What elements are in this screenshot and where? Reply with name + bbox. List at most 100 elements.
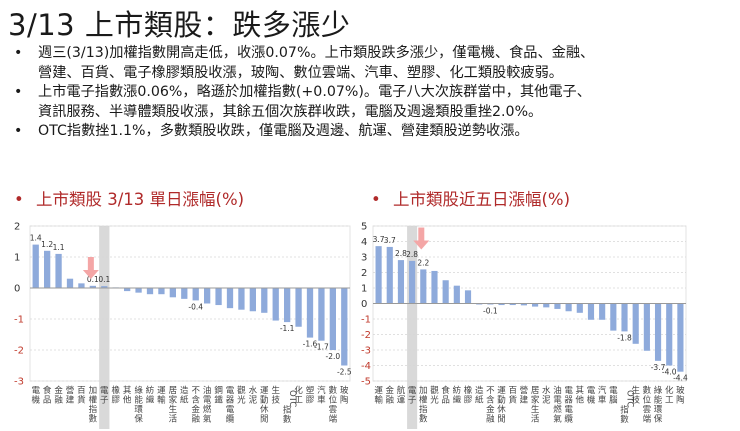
bar [238,288,245,310]
x-tick-label: 玻陶 [676,385,685,406]
svg-text:百: 百 [77,386,86,396]
bar [543,303,550,308]
svg-text:動: 動 [260,395,269,406]
bar [272,288,279,321]
svg-text:油: 油 [553,385,562,396]
bullet-dot: • [371,190,381,209]
x-tick-label: 數位雲端 [329,385,338,425]
chart-1-title: • 上市類股 3/13 單日漲幅(%) [14,186,244,210]
svg-text:造: 造 [180,385,189,396]
x-tick-label: 電子 [100,386,109,406]
svg-text:鐵: 鐵 [214,395,223,406]
svg-text:雲: 雲 [329,405,338,415]
x-tick-label: 造紙 [180,385,189,406]
x-tick-label: 電機 [31,386,40,406]
x-tick-label: 電腦 [609,386,618,406]
data-label: 1.4 [30,234,42,243]
svg-text:車: 車 [317,395,326,406]
bar [215,288,222,306]
bar [397,260,405,304]
bar [532,303,539,307]
bar [318,288,325,341]
y-tick-label: -1 [361,315,371,326]
bar [654,303,662,361]
bar [386,246,393,304]
data-label: 3.7 [373,235,385,244]
bullet-line: OTC指數挫1.1%，多數類股收跌，僅電腦及週邊、航運、營建類股逆勢收漲。 [38,123,529,140]
bar [55,253,62,288]
y-tick-label: -4 [361,361,371,372]
x-tick-label: 造紙 [475,385,484,406]
svg-text:運: 運 [497,386,506,396]
svg-text:保: 保 [134,414,143,425]
svg-text:數: 數 [329,385,338,396]
data-label: 1.2 [41,240,53,249]
svg-text:汽: 汽 [598,385,607,396]
svg-text:品: 品 [43,396,52,406]
svg-text:電: 電 [31,386,40,396]
x-tick-label: 化工 [294,385,303,406]
svg-text:綠: 綠 [654,385,663,396]
x-tick-label: 電機 [587,386,596,406]
x-tick-label: OTC指數 [283,390,297,425]
x-tick-label: 數位雲端 [643,385,652,425]
bar [341,288,348,366]
svg-text:生: 生 [631,385,640,396]
bullet-3: • OTC指數挫1.1%，多數類股收跌，僅電腦及週邊、航運、營建類股逆勢收漲。 [14,122,734,142]
y-tick-label: -3 [14,377,24,388]
bar [306,288,314,338]
x-tick-label: 營建 [520,385,529,406]
svg-text:金: 金 [54,385,63,396]
svg-text:食: 食 [43,385,52,396]
svg-text:金: 金 [486,404,495,415]
bar [453,285,460,304]
bullet-line: 營建、百貨、電子橡膠類股收漲，玻陶、數位雲端、汽車、塑膠、化工類股較疲弱。 [38,64,563,81]
bar [442,280,449,304]
svg-text:建: 建 [520,395,529,406]
svg-text:生: 生 [531,404,540,415]
x-tick-label: 紡織 [453,385,462,406]
bullet-line: 週三(3/13)加權指數開高走低，收漲0.07%。上市類股跌多漲少，僅電機、食品… [38,45,595,61]
bar [643,303,650,351]
svg-text:纜: 纜 [226,414,235,425]
y-tick-label: -2 [361,330,371,341]
svg-text:營: 營 [520,385,529,396]
svg-text:生: 生 [271,385,280,396]
svg-text:居: 居 [531,386,540,396]
svg-text:氣: 氣 [553,414,562,425]
bar [431,270,438,304]
data-label: -2.0 [326,352,341,361]
x-tick-label: 運輸 [157,386,166,406]
bar [554,303,561,309]
svg-text:觀: 觀 [237,385,246,396]
svg-text:車: 車 [598,395,607,406]
svg-text:運: 運 [397,396,406,406]
svg-text:技: 技 [271,395,280,406]
y-tick-label: -2 [14,346,24,357]
svg-text:膠: 膠 [111,396,120,406]
svg-text:子: 子 [100,396,109,406]
svg-text:電: 電 [609,386,618,396]
bar [375,246,382,304]
svg-text:織: 織 [453,395,462,406]
y-tick-label: 2 [361,268,367,279]
svg-text:泥: 泥 [542,396,551,406]
svg-text:器: 器 [564,396,573,406]
svg-text:能: 能 [134,395,143,406]
svg-text:航: 航 [397,385,406,396]
svg-text:機: 機 [31,395,40,406]
bar [576,303,583,313]
svg-text:橡: 橡 [111,385,120,396]
y-tick-label: -3 [361,346,371,357]
svg-text:融: 融 [486,414,495,425]
svg-text:金: 金 [386,385,395,396]
bar [498,303,505,306]
svg-text:環: 環 [654,405,663,415]
svg-text:陶: 陶 [676,395,685,406]
svg-text:動: 動 [497,395,506,406]
svg-text:閒: 閒 [260,415,269,425]
bar [610,303,617,331]
